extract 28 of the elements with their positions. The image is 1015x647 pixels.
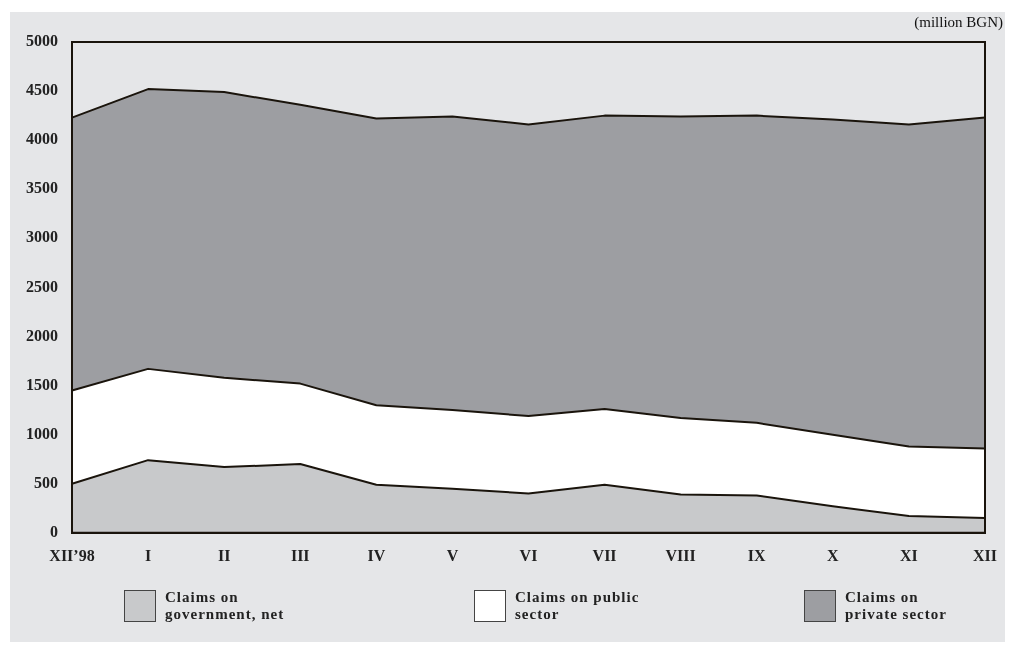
x-tick-label: X (827, 546, 840, 564)
x-tick-label: I (144, 546, 152, 564)
text: (million BGN) (914, 14, 1003, 31)
y-tick-label: 3500 (26, 179, 58, 197)
y-tick-label: 0 (50, 522, 58, 540)
x-tick-label: V (446, 546, 459, 564)
legend-label: Claims on private sector (845, 589, 948, 623)
x-tick-label: VI (519, 546, 538, 564)
x-tick-label: VII (592, 546, 617, 564)
y-tick-label: 2500 (26, 277, 58, 295)
x-tick-label: III (290, 546, 310, 564)
x-tick-label: II (217, 546, 231, 564)
x-tick-label: IX (747, 546, 767, 564)
y-tick-label: 2000 (26, 326, 58, 344)
y-tick-label: 4000 (26, 130, 58, 148)
x-tick-label: XII’98 (49, 546, 95, 564)
legend-label: Claims on government, net (165, 589, 286, 623)
x-tick-label: XI (900, 546, 918, 564)
y-tick-label: 4500 (26, 81, 58, 99)
y-tick-label: 5000 (26, 32, 58, 50)
x-tick-label: VIII (665, 546, 696, 564)
y-tick-label: 1000 (26, 424, 58, 442)
x-tick-label: IV (367, 546, 386, 564)
y-tick-label: 500 (34, 473, 58, 491)
x-tick-label: XII (972, 546, 998, 564)
y-tick-label: 1500 (26, 375, 58, 393)
legend-label: Claims on public sector (515, 589, 641, 623)
y-tick-label: 3000 (26, 228, 58, 246)
